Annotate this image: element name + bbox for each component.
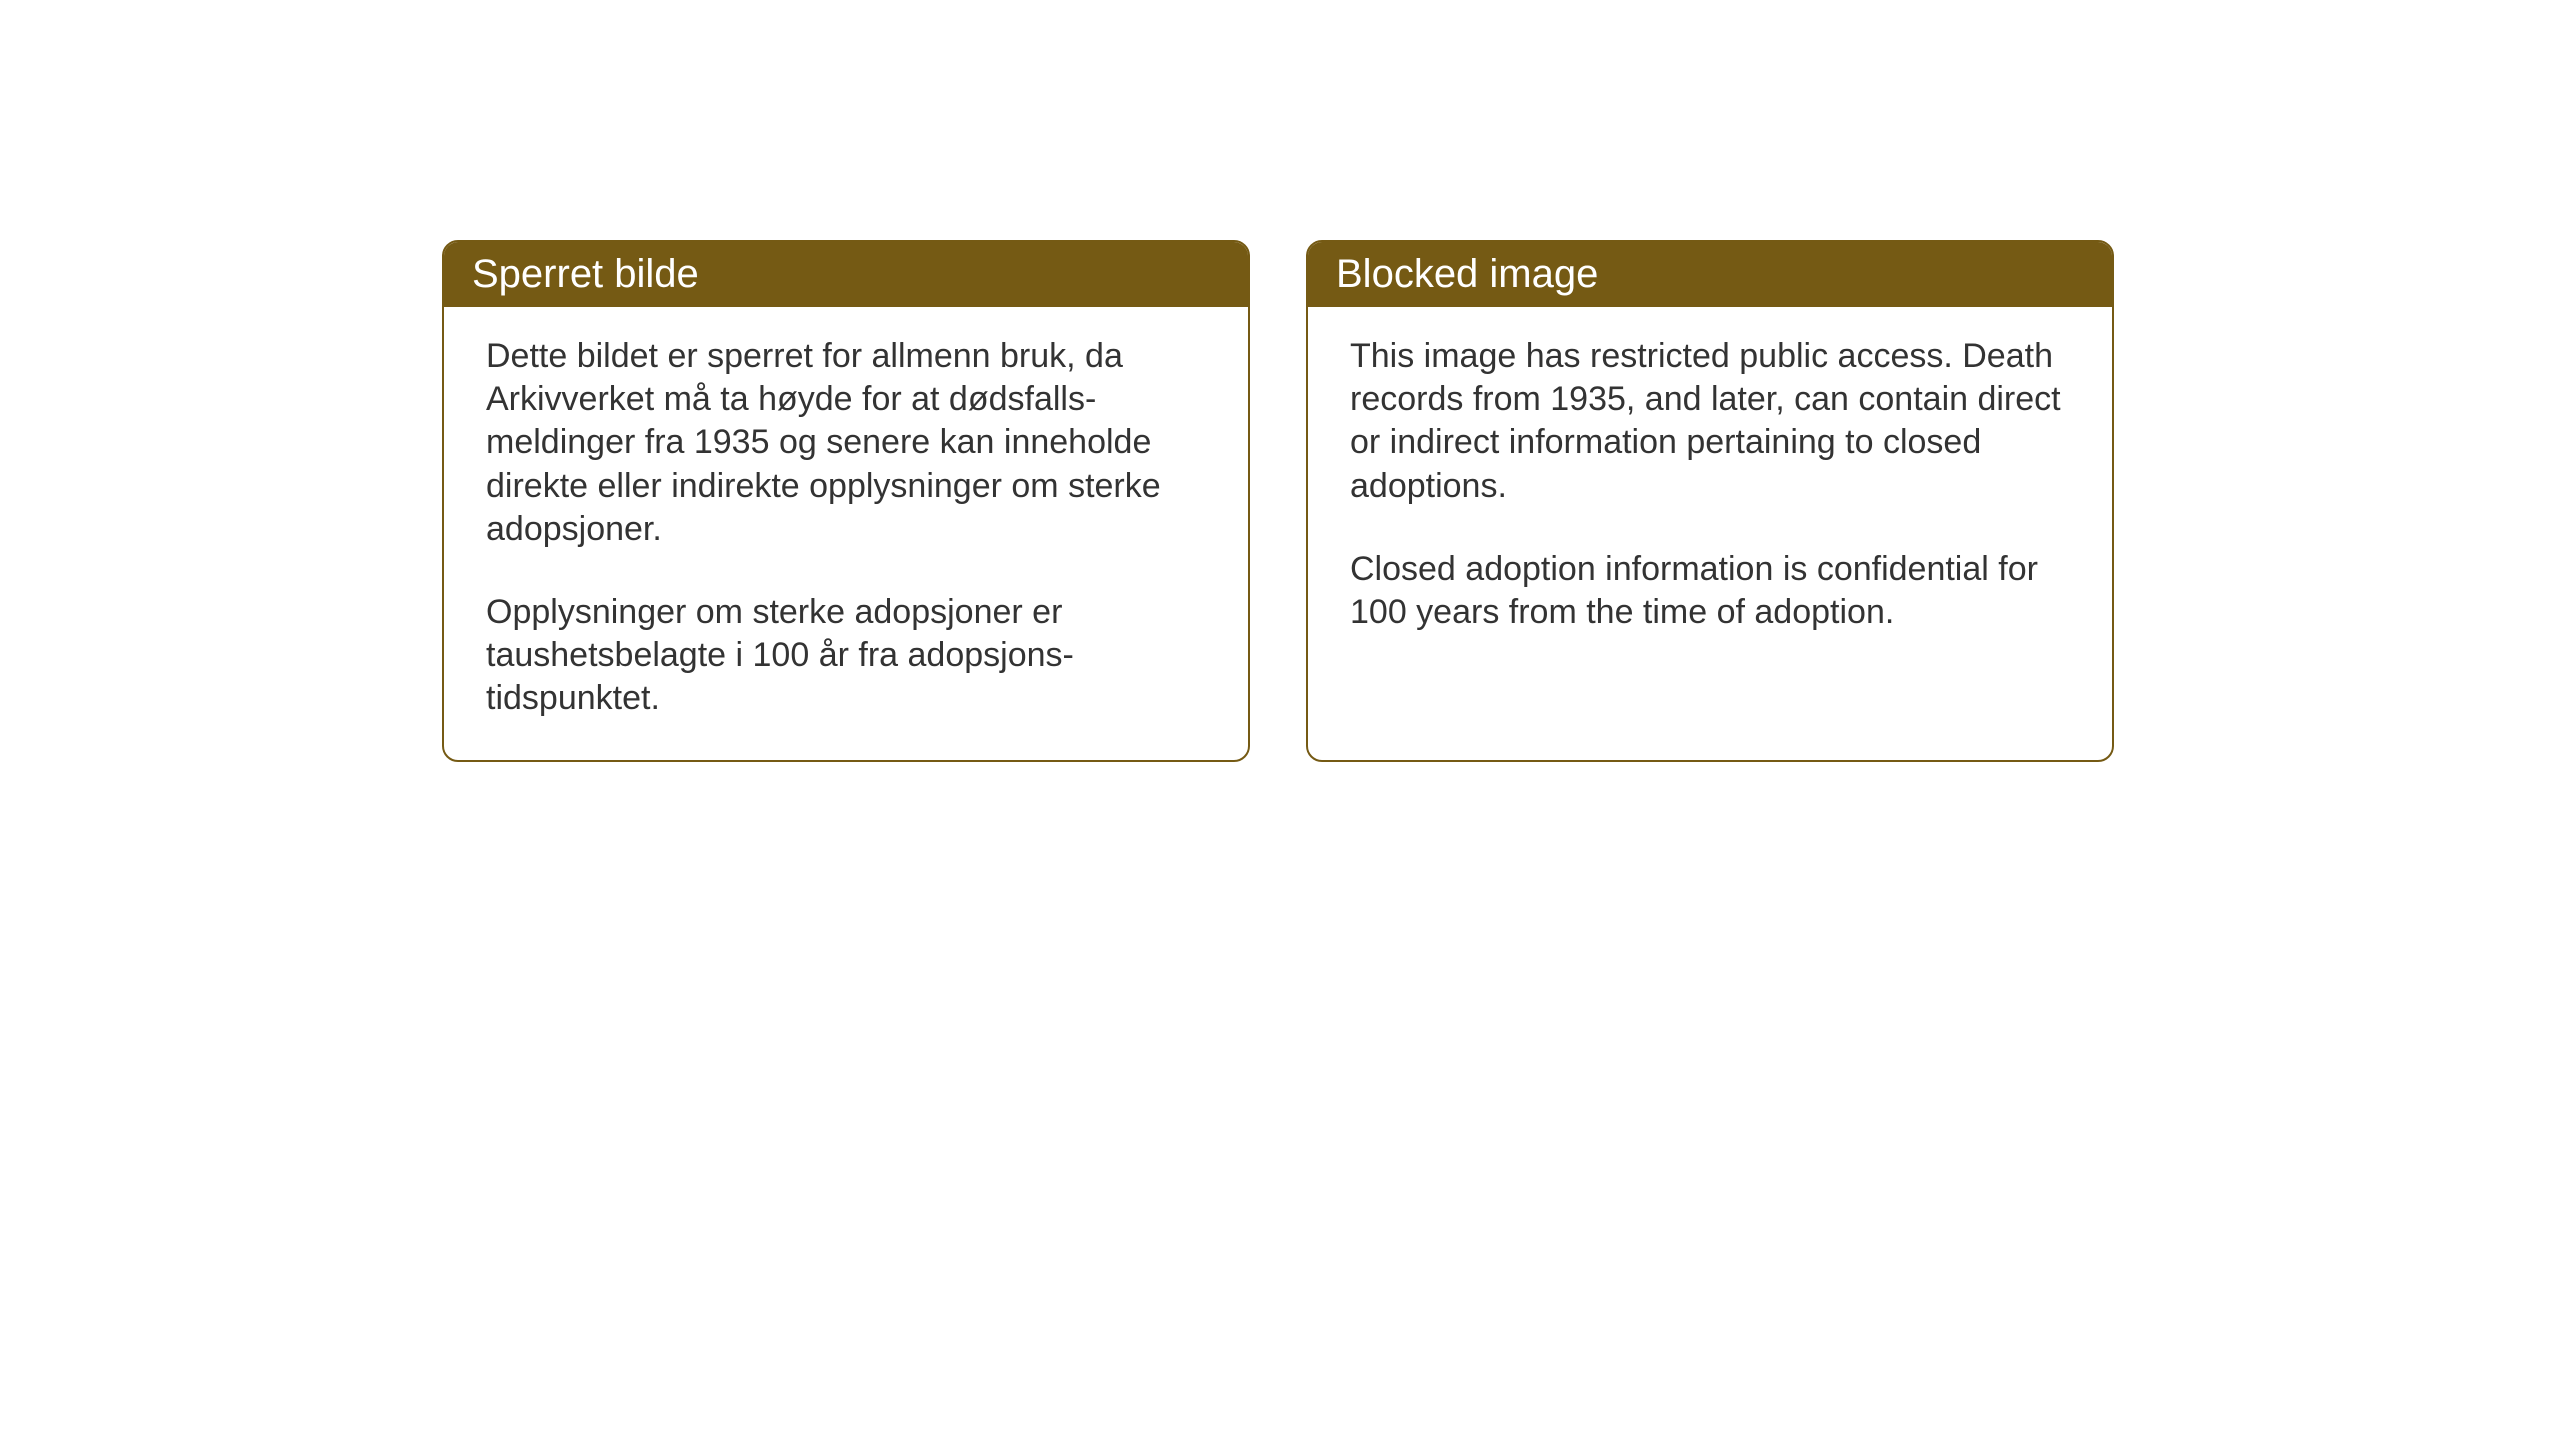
notice-container: Sperret bilde Dette bildet er sperret fo… bbox=[442, 240, 2114, 762]
english-notice-card: Blocked image This image has restricted … bbox=[1306, 240, 2114, 762]
norwegian-paragraph-2: Opplysninger om sterke adopsjoner er tau… bbox=[486, 591, 1206, 721]
english-paragraph-2: Closed adoption information is confident… bbox=[1350, 548, 2070, 634]
english-paragraph-1: This image has restricted public access.… bbox=[1350, 335, 2070, 508]
english-card-title: Blocked image bbox=[1308, 242, 2112, 307]
norwegian-card-body: Dette bildet er sperret for allmenn bruk… bbox=[444, 307, 1248, 760]
norwegian-card-title: Sperret bilde bbox=[444, 242, 1248, 307]
norwegian-notice-card: Sperret bilde Dette bildet er sperret fo… bbox=[442, 240, 1250, 762]
norwegian-paragraph-1: Dette bildet er sperret for allmenn bruk… bbox=[486, 335, 1206, 551]
english-card-body: This image has restricted public access.… bbox=[1308, 307, 2112, 674]
